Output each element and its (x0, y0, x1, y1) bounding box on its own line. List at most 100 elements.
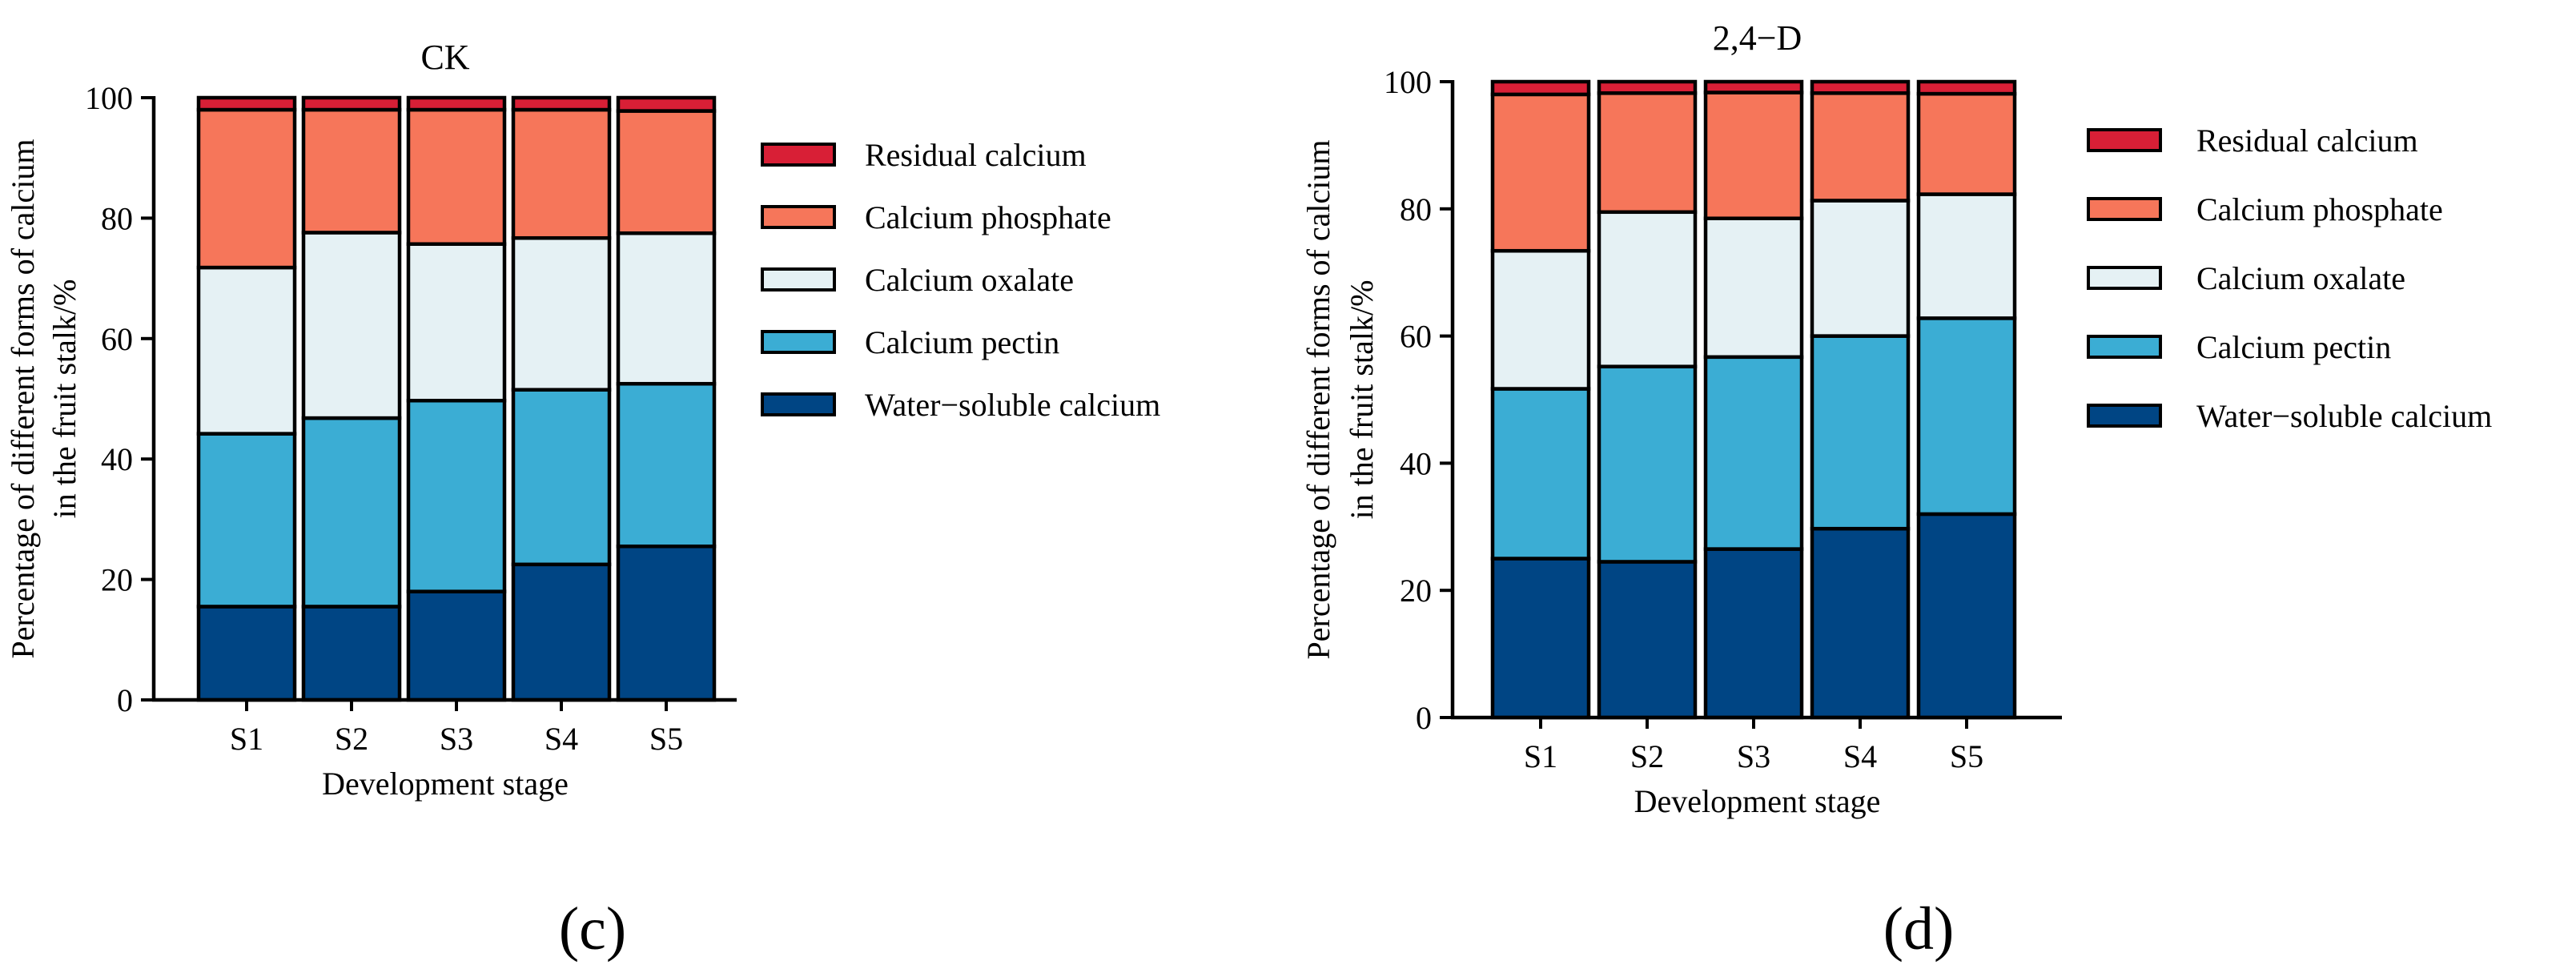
x-tick-label-s3: S3 (1737, 738, 1770, 774)
legend-label-residual-calcium: Residual calcium (865, 137, 1087, 173)
chart-2-4-d: 2,4−D S1 S2 S3 S4 S5 0 20 40 60 80 100 Development s… (1300, 18, 2492, 963)
y-tick-label: 40 (101, 441, 133, 477)
bar-segment-residual-calcium-s3 (1703, 79, 1804, 94)
bar-segment-calcium-oxalate-s5 (616, 231, 717, 386)
bar-segment-calcium-pectin-s5 (616, 381, 717, 549)
y-axis-title-line-1: Percentage of different forms of calcium (5, 139, 41, 659)
panel-label: (c) (559, 895, 626, 963)
bar-segment-residual-calcium-s2 (1597, 79, 1698, 95)
legend-label-calcium-oxalate: Calcium oxalate (2196, 260, 2405, 296)
x-tick-label-s1: S1 (230, 721, 263, 757)
x-tick-label-s2: S2 (1630, 738, 1664, 774)
x-tick-label-s4: S4 (545, 721, 578, 757)
legend-swatch-residual-calcium (761, 143, 836, 167)
legend-swatch-calcium-oxalate (2087, 266, 2162, 290)
y-axis-title-line-2: in the fruit stalk/% (1344, 280, 1380, 520)
legend-label-water-soluble-calcium: Water−soluble calcium (865, 387, 1160, 423)
bar-segment-calcium-oxalate-s1 (196, 265, 297, 436)
chart-ck: CK S1 S2 S3 S4 S5 0 20 40 60 80 100 Development stag… (5, 38, 1160, 963)
legend-swatch-calcium-phosphate (761, 205, 836, 229)
bar-segment-residual-calcium-s1 (1490, 79, 1591, 97)
bar-segment-calcium-phosphate-s2 (301, 107, 402, 235)
x-axis-title: Development stage (322, 766, 569, 802)
chart-title: CK (420, 38, 469, 77)
bar-segment-calcium-phosphate-s3 (1703, 90, 1804, 220)
x-tick-label-s2: S2 (335, 721, 368, 757)
bar-segment-water-soluble-calcium-s3 (406, 589, 507, 702)
bar-segment-calcium-pectin-s3 (406, 399, 507, 593)
bar-segment-water-soluble-calcium-s4 (1810, 526, 1911, 720)
bar-segment-calcium-pectin-s1 (1490, 387, 1591, 561)
legend-label-calcium-phosphate: Calcium phosphate (865, 199, 1111, 235)
bar-segment-calcium-oxalate-s4 (1810, 199, 1911, 338)
y-tick-label: 20 (101, 562, 133, 598)
bar-segment-calcium-phosphate-s5 (616, 109, 717, 235)
bar-segment-water-soluble-calcium-s4 (511, 562, 612, 702)
y-tick-label: 20 (1400, 573, 1432, 609)
bar-segment-calcium-phosphate-s4 (511, 107, 612, 240)
y-tick-label: 80 (1400, 191, 1432, 227)
y-axis-title-line-1: Percentage of different forms of calcium (1300, 140, 1336, 660)
legend-swatch-calcium-oxalate (761, 267, 836, 291)
legend-swatch-calcium-phosphate (2087, 197, 2162, 221)
x-tick-label-s5: S5 (1950, 738, 1983, 774)
bar-segment-residual-calcium-s4 (511, 95, 612, 112)
x-tick-label-s1: S1 (1524, 738, 1557, 774)
legend-label-water-soluble-calcium: Water−soluble calcium (2196, 398, 2492, 434)
bar-segment-calcium-phosphate-s1 (196, 107, 297, 270)
bar-segment-residual-calcium-s2 (301, 95, 402, 112)
bar-segment-calcium-oxalate-s3 (1703, 216, 1804, 360)
y-tick-label: 0 (1416, 700, 1432, 736)
bar-segment-water-soluble-calcium-s2 (301, 605, 402, 702)
bar-segment-calcium-pectin-s5 (1916, 316, 2017, 517)
bar-segment-water-soluble-calcium-s5 (616, 544, 717, 702)
bar-segment-calcium-phosphate-s5 (1916, 91, 2017, 196)
bar-segment-calcium-oxalate-s1 (1490, 248, 1591, 391)
legend-label-calcium-pectin: Calcium pectin (865, 324, 1059, 360)
bar-segment-calcium-oxalate-s2 (301, 231, 402, 420)
legend-swatch-water-soluble-calcium (761, 392, 836, 416)
y-tick-label: 60 (101, 321, 133, 357)
y-tick-label: 100 (1384, 64, 1432, 100)
bar-segment-calcium-pectin-s4 (511, 388, 612, 567)
bar-segment-residual-calcium-s1 (196, 95, 297, 112)
bar-segment-water-soluble-calcium-s5 (1916, 512, 2017, 720)
y-tick-label: 60 (1400, 319, 1432, 355)
chart-title: 2,4−D (1713, 18, 1802, 58)
bar-segment-residual-calcium-s5 (616, 95, 717, 113)
y-tick-label: 40 (1400, 445, 1432, 481)
bar-segment-residual-calcium-s3 (406, 95, 507, 112)
bar-segment-calcium-phosphate-s4 (1810, 91, 1911, 203)
bar-segment-calcium-phosphate-s2 (1597, 91, 1698, 215)
legend-label-calcium-pectin: Calcium pectin (2196, 329, 2391, 365)
bar-segment-calcium-oxalate-s5 (1916, 192, 2017, 320)
bar-segment-calcium-oxalate-s2 (1597, 210, 1698, 368)
bar-segment-calcium-pectin-s3 (1703, 355, 1804, 551)
bar-segment-calcium-pectin-s4 (1810, 334, 1911, 531)
legend-swatch-residual-calcium (2087, 128, 2162, 152)
bar-segment-calcium-pectin-s1 (196, 432, 297, 609)
x-tick-label-s3: S3 (440, 721, 473, 757)
y-axis-title-line-2: in the fruit stalk/% (46, 279, 82, 519)
bar-segment-calcium-oxalate-s4 (511, 235, 612, 392)
legend-swatch-calcium-pectin (2087, 335, 2162, 359)
bar-segment-water-soluble-calcium-s1 (1490, 557, 1591, 720)
y-tick-label: 0 (117, 682, 133, 718)
legend-swatch-water-soluble-calcium (2087, 404, 2162, 428)
legend-swatch-calcium-pectin (761, 330, 836, 354)
legend-label-residual-calcium: Residual calcium (2196, 123, 2418, 159)
bar-segment-calcium-pectin-s2 (1597, 364, 1698, 564)
y-tick-label: 80 (101, 200, 133, 236)
x-tick-label-s5: S5 (649, 721, 683, 757)
bar-segment-water-soluble-calcium-s1 (196, 605, 297, 702)
x-axis-title: Development stage (1634, 783, 1881, 819)
bar-segment-calcium-phosphate-s3 (406, 107, 507, 246)
bar-segment-residual-calcium-s4 (1810, 79, 1911, 95)
x-tick-label-s4: S4 (1843, 738, 1877, 774)
bar-segment-calcium-phosphate-s1 (1490, 92, 1591, 253)
panel-label: (d) (1883, 895, 1955, 963)
bar-segment-calcium-pectin-s2 (301, 416, 402, 609)
legend-label-calcium-oxalate: Calcium oxalate (865, 262, 1074, 298)
bar-segment-water-soluble-calcium-s3 (1703, 547, 1804, 720)
